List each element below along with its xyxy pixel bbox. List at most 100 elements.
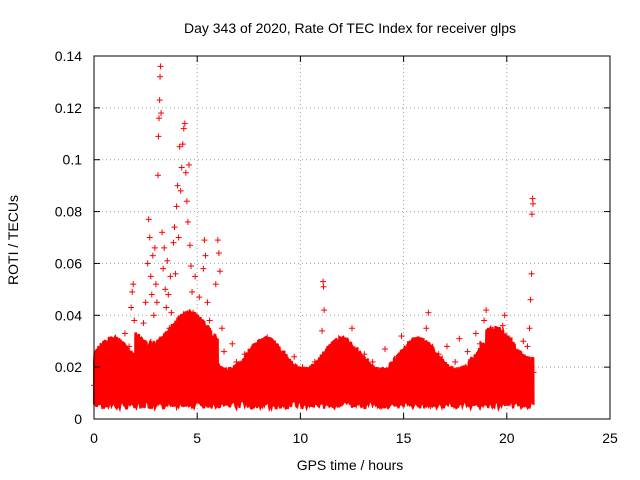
data-point (415, 364, 422, 371)
data-point (131, 317, 138, 324)
data-point (177, 187, 184, 194)
data-point (132, 364, 139, 371)
data-point (390, 364, 397, 371)
data-point (402, 371, 409, 378)
data-point (307, 374, 314, 381)
data-point (107, 392, 114, 399)
data-point (303, 392, 310, 399)
data-point (262, 390, 269, 397)
data-point (189, 288, 196, 295)
data-point (201, 237, 208, 244)
data-point (165, 291, 172, 298)
dense-band-area (93, 308, 535, 413)
data-point (254, 374, 261, 381)
data-point (170, 239, 177, 246)
data-point (155, 133, 162, 140)
data-point (153, 299, 160, 306)
data-point (320, 278, 327, 285)
data-point (119, 358, 126, 365)
data-point (361, 351, 368, 358)
data-point (278, 361, 285, 368)
data-point (522, 358, 529, 365)
x-tick-label: 5 (193, 430, 201, 446)
data-point (530, 369, 537, 376)
data-point (452, 358, 459, 365)
data-point (394, 353, 401, 360)
data-point (138, 348, 145, 355)
grid-lines (94, 56, 610, 419)
x-tick-label: 20 (499, 430, 515, 446)
data-point (124, 371, 131, 378)
data-point (443, 343, 450, 350)
data-point (190, 309, 197, 316)
data-point (191, 338, 198, 345)
data-point (425, 309, 432, 316)
data-point (115, 338, 122, 345)
y-tick-label: 0.12 (55, 100, 82, 116)
data-point (218, 325, 225, 332)
data-point (186, 242, 193, 249)
y-tick-label: 0.1 (63, 152, 83, 168)
data-point (147, 273, 154, 280)
data-point (398, 333, 405, 340)
data-point (128, 304, 135, 311)
x-tick-label: 10 (293, 430, 309, 446)
data-point (503, 333, 510, 340)
data-point (507, 377, 514, 384)
data-point (464, 348, 471, 355)
data-point (258, 356, 265, 363)
data-point (168, 309, 175, 316)
y-tick-label: 0.04 (55, 307, 82, 323)
data-point (192, 273, 199, 280)
data-point (167, 273, 174, 280)
data-point (215, 250, 222, 257)
data-point (423, 325, 430, 332)
data-point (151, 244, 158, 251)
x-tick-labels: 0 5 10 15 20 25 (90, 430, 618, 446)
data-point (188, 263, 195, 270)
data-point (324, 348, 331, 355)
data-point (198, 327, 205, 334)
data-point (210, 353, 217, 360)
data-point (183, 198, 190, 205)
data-point (527, 296, 534, 303)
data-point (435, 351, 442, 358)
x-tick-label: 0 (90, 430, 98, 446)
data-point (499, 322, 506, 329)
data-point (202, 252, 209, 259)
y-tick-label: 0.14 (55, 48, 82, 64)
data-point (431, 374, 438, 381)
data-point (150, 312, 157, 319)
data-point (157, 73, 164, 80)
data-point (206, 317, 213, 324)
x-tick-label: 15 (396, 430, 412, 446)
data-point (221, 348, 228, 355)
data-point (382, 345, 389, 352)
data-point (419, 345, 426, 352)
data-point (178, 164, 185, 171)
data-point (516, 366, 523, 373)
data-point (321, 307, 328, 314)
data-point (320, 283, 327, 290)
data-point (166, 325, 173, 332)
data-point (157, 63, 164, 70)
data-point (95, 390, 102, 397)
data-point (485, 353, 492, 360)
data-point (344, 361, 351, 368)
data-point (121, 330, 128, 337)
data-point (270, 348, 277, 355)
data-point (373, 387, 380, 394)
data-point (526, 325, 533, 332)
data-point (164, 257, 171, 264)
data-point (175, 234, 182, 241)
y-tick-labels: 0 0.02 0.04 0.06 0.08 0.1 0.12 0.14 (55, 48, 82, 427)
data-point (448, 379, 455, 386)
data-point (328, 366, 335, 373)
data-point (472, 330, 479, 337)
data-point (129, 288, 136, 295)
data-point (287, 371, 294, 378)
data-point (184, 218, 191, 225)
data-point (216, 268, 223, 275)
data-point (145, 216, 152, 223)
data-point (180, 125, 187, 132)
